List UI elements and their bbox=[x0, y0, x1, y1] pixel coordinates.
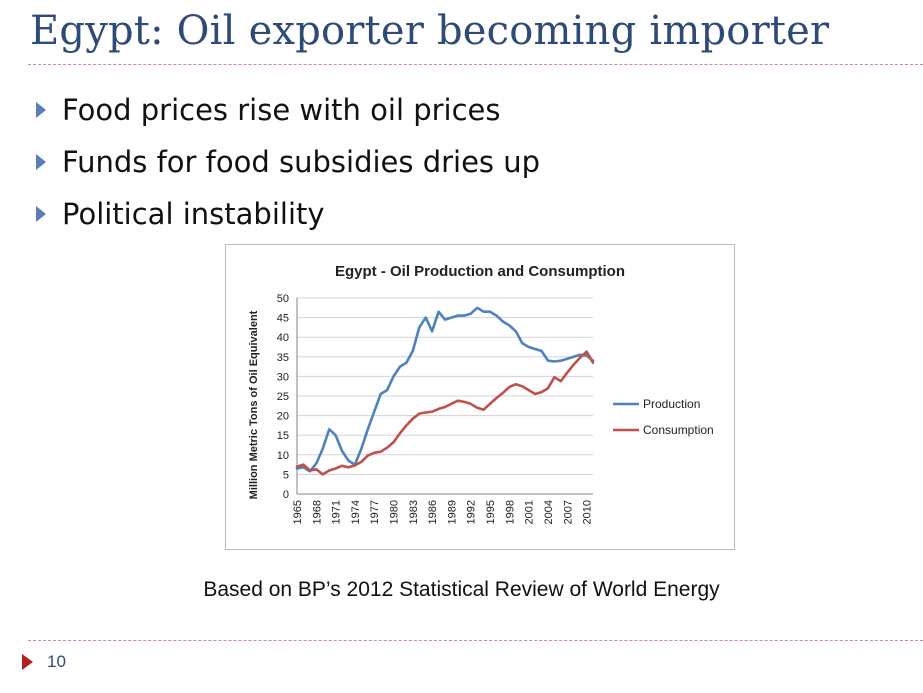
footer-arrow-icon bbox=[22, 654, 33, 670]
source-caption: Based on BP’s 2012 Statistical Review of… bbox=[203, 578, 720, 601]
bullet-text: Political instability bbox=[62, 197, 325, 231]
chart-frame: Egypt - Oil Production and Consumption M… bbox=[225, 244, 735, 550]
x-tick-label: 1989 bbox=[446, 500, 458, 524]
title-divider bbox=[28, 64, 923, 65]
bullet-item: Funds for food subsidies dries up bbox=[36, 136, 540, 188]
x-tick-label: 1977 bbox=[369, 500, 381, 524]
y-tick-label: 30 bbox=[277, 371, 289, 383]
x-tick-label: 1965 bbox=[292, 500, 304, 524]
bullet-text: Funds for food subsidies dries up bbox=[62, 145, 541, 179]
bullet-item: Political instability bbox=[36, 188, 540, 240]
y-tick-label: 5 bbox=[283, 469, 289, 481]
triangle-bullet-icon bbox=[36, 154, 46, 170]
legend-label: Consumption bbox=[643, 423, 714, 437]
slide-title: Egypt: Oil exporter becoming importer bbox=[30, 8, 830, 54]
x-tick-label: 1986 bbox=[427, 500, 439, 524]
bullet-text: Food prices rise with oil prices bbox=[62, 93, 501, 127]
x-tick-label: 2007 bbox=[562, 500, 574, 524]
y-tick-label: 10 bbox=[277, 450, 289, 462]
y-tick-label: 0 bbox=[283, 489, 289, 501]
x-tick-label: 1968 bbox=[311, 500, 323, 524]
legend-label: Production bbox=[643, 397, 700, 411]
y-tick-label: 40 bbox=[277, 332, 289, 344]
page-number: 10 bbox=[47, 652, 66, 671]
series-line-production bbox=[295, 306, 595, 473]
x-tick-label: 1995 bbox=[485, 500, 497, 524]
triangle-bullet-icon bbox=[36, 102, 46, 118]
x-tick-label: 1971 bbox=[331, 500, 343, 524]
y-tick-label: 50 bbox=[277, 293, 289, 305]
line-chart: Egypt - Oil Production and Consumption M… bbox=[248, 263, 714, 524]
chart-title: Egypt - Oil Production and Consumption bbox=[335, 263, 625, 280]
triangle-bullet-icon bbox=[36, 206, 46, 222]
series-line-consumption bbox=[295, 350, 595, 476]
bullet-list: Food prices rise with oil prices Funds f… bbox=[36, 84, 540, 240]
x-tick-label: 1998 bbox=[504, 500, 516, 524]
y-tick-label: 25 bbox=[277, 391, 289, 403]
y-tick-label: 45 bbox=[277, 313, 289, 325]
bullet-item: Food prices rise with oil prices bbox=[36, 84, 540, 136]
x-tick-label: 1983 bbox=[408, 500, 420, 524]
y-axis-label: Million Metric Tons of Oil Equivalent bbox=[248, 310, 260, 499]
y-tick-label: 20 bbox=[277, 411, 289, 423]
x-tick-label: 2004 bbox=[543, 500, 555, 524]
y-tick-label: 35 bbox=[277, 352, 289, 364]
x-tick-label: 2001 bbox=[524, 500, 536, 524]
x-tick-label: 1980 bbox=[389, 500, 401, 524]
x-tick-label: 1974 bbox=[350, 500, 362, 524]
x-tick-label: 1992 bbox=[466, 500, 478, 524]
footer-divider bbox=[28, 640, 923, 641]
y-tick-label: 15 bbox=[277, 430, 289, 442]
x-tick-label: 2010 bbox=[582, 500, 594, 524]
